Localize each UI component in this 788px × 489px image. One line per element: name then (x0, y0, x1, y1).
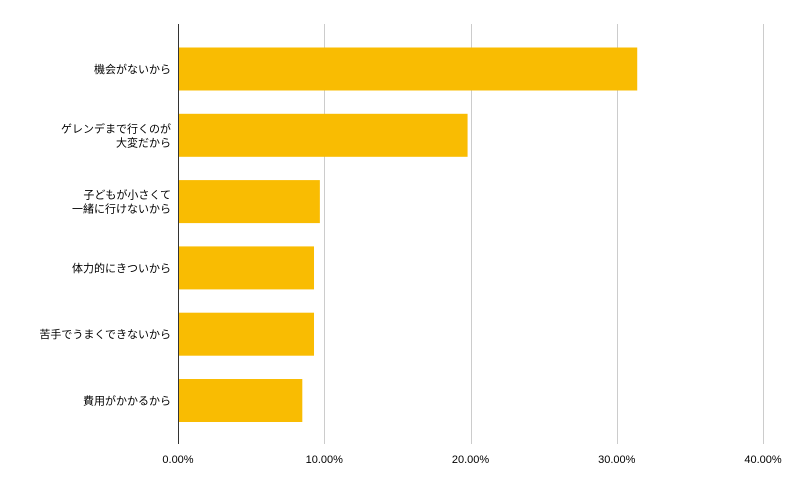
category-label: 苦手でうまくできないから (39, 327, 171, 341)
category-label: 大変だから (116, 135, 171, 149)
bar (178, 47, 638, 91)
category-label: 一緒に行けないから (72, 202, 171, 216)
category-label: 子どもが小さくて (83, 188, 171, 202)
category-labels: 機会がないからゲレンデまで行くのが大変だから子どもが小さくて一緒に行けないから体… (39, 62, 171, 408)
category-label: 費用がかかるから (83, 394, 171, 408)
gridlines (324, 24, 764, 444)
bar (178, 246, 315, 290)
x-tick-label: 40.00% (744, 454, 782, 466)
bar (178, 180, 320, 224)
x-tick-label: 30.00% (598, 454, 636, 466)
category-label: 体力的にきついから (72, 261, 171, 275)
bar (178, 113, 468, 157)
category-label: 機会がないから (94, 62, 171, 76)
category-label: ゲレンデまで行くのが (61, 121, 171, 135)
x-tick-label: 10.00% (306, 454, 344, 466)
x-tick-label: 20.00% (452, 454, 490, 466)
x-tick-label: 0.00% (162, 454, 193, 466)
bar (178, 312, 315, 356)
bar (178, 379, 303, 422)
bars (178, 47, 638, 422)
x-tick-labels: 0.00% 10.00% 20.00% 30.00% 40.00% (162, 454, 781, 466)
